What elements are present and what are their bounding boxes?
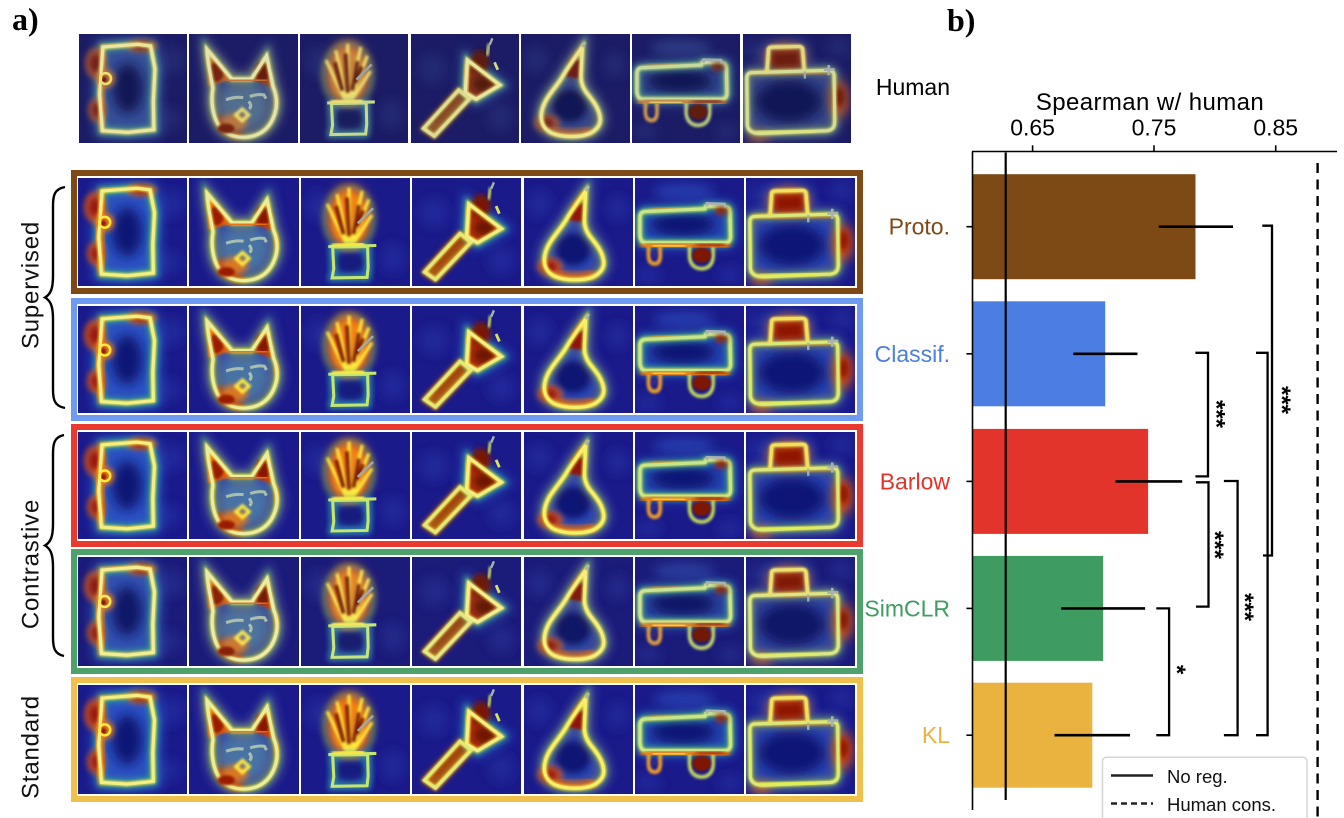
svg-text:Human: Human [876,74,950,100]
svg-text:Human cons.: Human cons. [1167,794,1276,815]
svg-text:0.85: 0.85 [1253,115,1298,141]
svg-text:***: *** [1268,386,1295,415]
svg-text:Spearman w/ human: Spearman w/ human [1036,89,1264,116]
svg-text:Classif.: Classif. [875,341,950,367]
svg-text:SimCLR: SimCLR [864,595,950,621]
svg-text:Barlow: Barlow [880,468,951,494]
svg-text:***: *** [1231,593,1258,622]
svg-text:Proto.: Proto. [889,214,950,240]
svg-text:*: * [1163,665,1190,675]
svg-text:No reg.: No reg. [1167,766,1228,787]
svg-text:0.65: 0.65 [1010,115,1055,141]
svg-text:KL: KL [922,722,950,748]
svg-text:0.75: 0.75 [1132,115,1177,141]
svg-text:***: *** [1201,531,1228,560]
svg-text:***: *** [1203,400,1230,429]
